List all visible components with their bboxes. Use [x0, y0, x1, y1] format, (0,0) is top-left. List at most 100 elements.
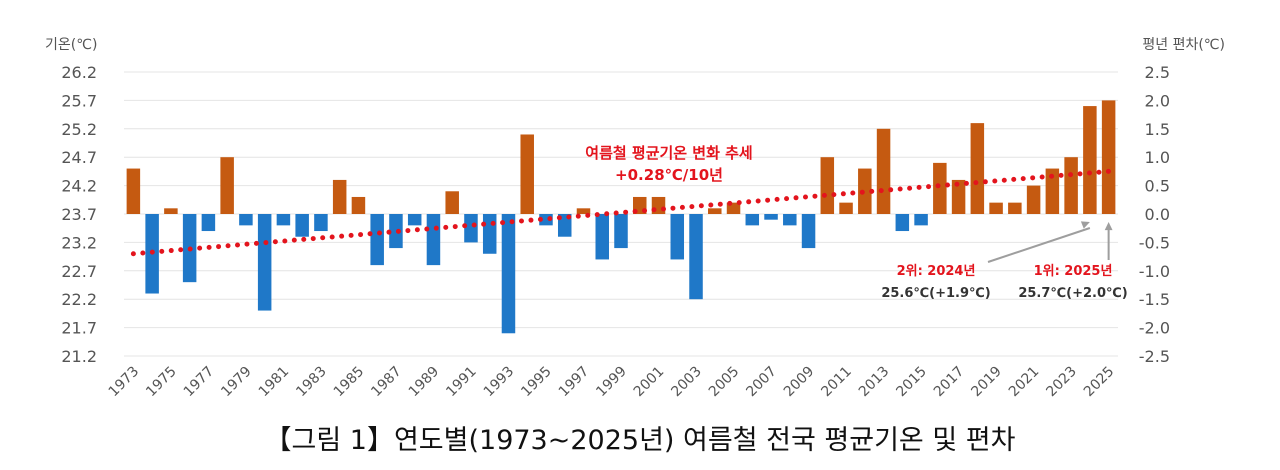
bar-1982 [295, 214, 309, 237]
x-tick-label: 1983 [293, 364, 330, 401]
bar-2019 [989, 202, 1003, 214]
trend-label-line2: +0.28℃/10년 [615, 166, 723, 184]
x-tick-label: 2021 [1006, 364, 1043, 401]
x-tick-label: 1975 [143, 364, 180, 401]
x-tick-label: 1997 [556, 364, 593, 401]
left-tick-label: 25.2 [61, 120, 97, 139]
bar-1990 [445, 191, 459, 214]
right-tick-label: -2.5 [1139, 347, 1170, 366]
x-tick-label: 2011 [818, 364, 855, 401]
x-tick-label: 2005 [706, 364, 743, 401]
bar-1978 [220, 157, 234, 214]
x-tick-label: 1979 [218, 364, 255, 401]
bar-2002 [670, 214, 685, 260]
right-tick-label: 1.0 [1145, 148, 1170, 167]
x-tick-label: 1995 [518, 364, 555, 401]
bar-1973 [126, 168, 141, 214]
x-tick-label: 2003 [668, 364, 705, 401]
left-axis-ticks: 26.2 25.7 25.2 24.7 24.2 23.7 23.2 22.7 22.2 21.7… [61, 63, 97, 366]
left-tick-label: 24.7 [61, 148, 97, 167]
annotation-rank: 2위: 2024년 [897, 264, 976, 279]
x-tick-label: 1989 [406, 364, 443, 401]
x-tick-label: 2025 [1081, 364, 1118, 401]
bar-2004 [708, 208, 722, 214]
x-tick-label: 1991 [443, 364, 480, 401]
bar-1979 [239, 214, 253, 226]
bar-1975 [164, 208, 178, 214]
bar-2025 [1101, 100, 1116, 214]
right-tick-label: 1.5 [1145, 120, 1170, 139]
right-tick-label: -1.0 [1139, 262, 1170, 281]
bar-2013 [876, 128, 891, 214]
bar-1997 [576, 208, 591, 214]
right-tick-label: -2.0 [1139, 319, 1170, 338]
bar-2009 [801, 214, 816, 249]
x-tick-label: 2017 [931, 364, 968, 401]
left-tick-label: 21.7 [61, 319, 97, 338]
annotations: 2위: 2024년 25.6℃(+1.9℃) 1위: 2025년 25.7℃(+2.0… [881, 221, 1128, 301]
x-tick-label: 1999 [593, 364, 630, 401]
bar-1991 [464, 214, 478, 243]
annotation-arrowhead [1104, 222, 1113, 231]
right-tick-label: 2.5 [1145, 63, 1170, 82]
bar-1986 [370, 214, 384, 266]
annotation-value: 25.6℃(+1.9℃) [881, 286, 990, 301]
bar-2010 [820, 157, 835, 214]
left-tick-label: 23.2 [61, 233, 97, 252]
bar-2005 [726, 202, 741, 214]
figure-caption: 【그림 1】연도별(1973~2025년) 여름철 전국 평균기온 및 편차 [264, 425, 1016, 456]
x-axis-ticks: 1973 1975 1977 1979 1981 1983 1985 1987 1989 1991… [106, 364, 1118, 401]
bar-2016 [933, 162, 947, 214]
left-tick-label: 26.2 [61, 63, 97, 82]
bar-2023 [1064, 157, 1078, 214]
annotation-rank: 1위: 2025년 [1034, 264, 1113, 279]
x-tick-label: 1985 [331, 364, 368, 401]
bar-2012 [858, 168, 872, 214]
annotation-arrowhead [1080, 221, 1090, 229]
bars [126, 100, 1116, 334]
bar-1996 [557, 214, 572, 237]
trend-dotted-line [130, 168, 1112, 257]
bar-1995 [539, 214, 553, 226]
bar-2022 [1045, 168, 1060, 214]
annotation-value: 25.7℃(+2.0℃) [1018, 286, 1127, 301]
x-tick-label: 2023 [1043, 364, 1080, 401]
bar-2020 [1008, 202, 1022, 214]
bar-2011 [839, 202, 853, 214]
right-tick-label: 0.0 [1145, 205, 1170, 224]
bar-2014 [895, 214, 910, 232]
annotation-arrow [987, 227, 1091, 263]
x-tick-label: 2013 [856, 364, 893, 401]
temperature-chart: 기온(℃) 평년 편차(℃) 26.225.725.224.724.223.72… [45, 37, 1225, 401]
left-tick-label: 22.2 [61, 290, 97, 309]
bar-1981 [276, 214, 291, 226]
right-axis-title: 평년 편차(℃) [1142, 37, 1225, 53]
right-tick-label: -1.5 [1139, 290, 1170, 309]
bar-2015 [914, 214, 928, 226]
bar-2008 [783, 214, 797, 226]
left-tick-label: 22.7 [61, 262, 97, 281]
bar-2018 [970, 123, 985, 214]
right-tick-label: 0.5 [1145, 177, 1170, 196]
bar-1994 [520, 134, 534, 214]
left-tick-label: 24.2 [61, 177, 97, 196]
x-tick-label: 1973 [106, 364, 143, 401]
left-tick-label: 21.2 [61, 347, 97, 366]
left-tick-label: 23.7 [61, 205, 97, 224]
trend-line [130, 168, 1112, 257]
x-tick-label: 2007 [743, 364, 780, 401]
right-tick-label: -0.5 [1139, 233, 1170, 252]
bar-1998 [595, 214, 609, 260]
x-tick-label: 1987 [368, 364, 405, 401]
bar-2007 [764, 214, 778, 220]
bar-1992 [482, 214, 497, 254]
bar-2017 [951, 179, 966, 214]
bar-1984 [332, 179, 347, 214]
x-tick-label: 1981 [256, 364, 293, 401]
x-tick-label: 2019 [968, 364, 1005, 401]
bar-2021 [1026, 185, 1041, 214]
bar-1980 [257, 214, 272, 311]
bar-1989 [426, 214, 441, 266]
bar-1983 [314, 214, 328, 232]
bar-1985 [351, 196, 366, 214]
